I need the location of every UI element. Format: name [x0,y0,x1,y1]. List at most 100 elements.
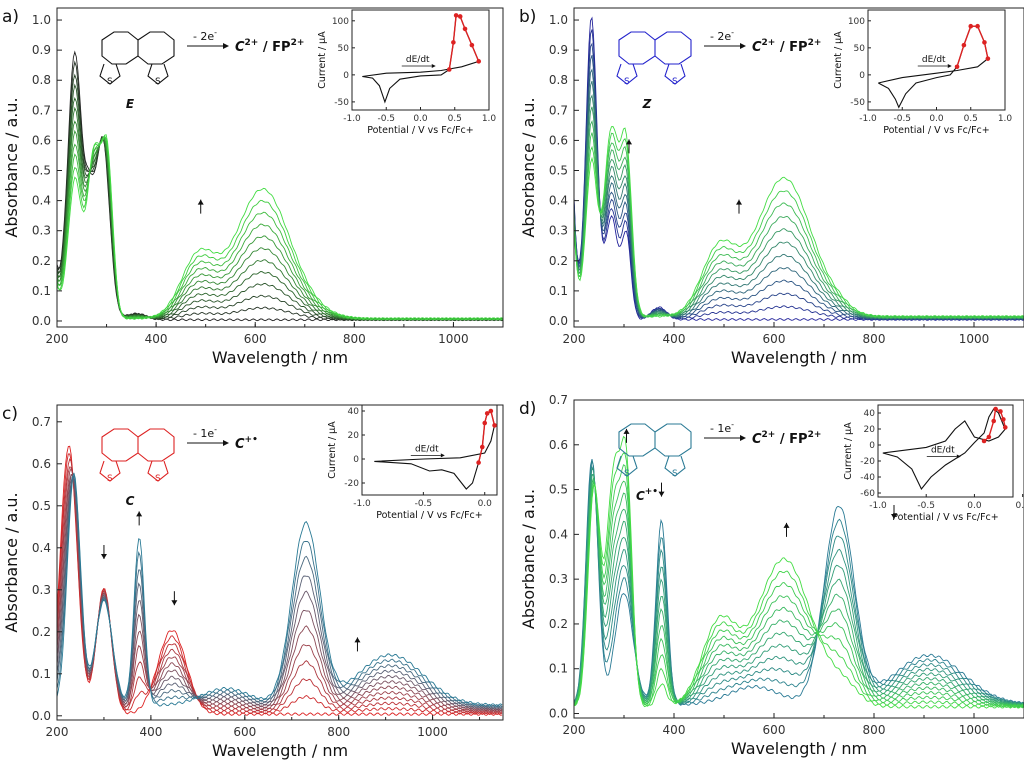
y-tick-label: 0.0 [32,314,51,328]
cv-point [975,23,980,29]
y-tick-label: 0.8 [549,73,568,87]
reaction-arrow-sup: - [214,28,217,37]
molecule-label: Z [642,97,652,111]
inset-x-tick-label: 0.5 [1015,501,1024,511]
cv-point [462,26,468,32]
inset-annotation: dE/dt [415,444,439,454]
inset-y-tick-label: -60 [860,489,875,499]
reaction-arrow-head [740,43,746,49]
inset-frame [867,9,1006,111]
y-tick-label: 0.3 [549,224,568,238]
axes-frame [573,399,1024,719]
spectrum-curve [57,134,503,320]
x-tick-label: 400 [139,725,162,739]
ring [618,423,656,457]
cv-point [985,56,991,61]
x-tick-label: 200 [46,725,69,739]
x-tick-label: 600 [244,332,267,346]
spectrum-curve [57,473,503,712]
spectrum-curve [57,474,503,709]
product2-sup: 2+ [808,430,822,440]
spectrum-curve [574,435,1024,709]
spectrum-curve [574,132,1024,319]
y-tick-label: 0.1 [549,662,568,676]
spectrum-curve [57,129,503,321]
panel-label: b) [519,7,536,27]
ring [101,31,139,65]
y-tick-label: 0.2 [549,617,568,631]
thiophene-ring [147,63,169,85]
inset-x-tick-label: 0.0 [929,114,944,124]
reaction-arrow-label: - 1e- [710,420,734,435]
spectrum-curve [57,472,503,707]
inset-y-label: Current / μA [833,31,844,89]
y-tick-label: 0.7 [549,103,568,117]
trend-arrow-head [197,199,204,205]
x-tick-label: 200 [46,332,69,346]
sulfur-atom: S [107,474,113,484]
inset-x-tick-label: -1.0 [353,499,371,509]
ring [618,31,656,65]
inset-cv-c: -1.0 -0.5 0.0 -20 0 20 40 Potential / V vs Fc/F… [327,404,498,521]
x-tick-label: 1000 [959,332,990,346]
inset-x-tick-label: -0.5 [415,499,433,509]
x-tick-label: 400 [663,332,686,346]
product-sup: 2+ [762,430,776,440]
x-tick-label: 1000 [417,725,448,739]
x-axis-label: Wavelength / nm [731,348,867,367]
inset-x-tick-label: -1.0 [343,114,361,124]
ring [654,31,692,65]
inset-y-tick-label: 40 [348,407,360,417]
reaction-arrow-label: - 2e- [710,28,734,43]
y-tick-label: 0.9 [549,43,568,57]
spectrum-curve [57,466,503,714]
x-axis-label: Wavelength / nm [212,741,348,760]
inset-x-tick-label: 1.0 [998,114,1013,124]
x-tick-label: 200 [563,723,586,737]
inset-x-tick-label: 0.5 [964,114,978,124]
inset-x-tick-label: -1.0 [869,501,887,511]
molecule-label: C [126,494,135,508]
cv-point [954,64,960,70]
spectrum-curve [57,135,503,321]
inset-y-tick-label: 50 [338,44,350,54]
y-tick-label: 0.5 [32,164,51,178]
product-sep: / [775,40,789,55]
spectrum-curve [57,136,503,321]
molecule-label: C+• [636,487,658,503]
axes-frame [56,404,504,721]
thiophene-ring [147,460,169,482]
y-tick-label: 1.0 [32,13,51,27]
y-tick-label: 0.0 [32,709,51,723]
y-tick-label: 0.6 [32,457,51,471]
trend-arrow-head [136,511,143,517]
inset-annotation-arrow-head [956,454,961,459]
inset-x-tick-label: 0.0 [478,499,493,509]
inset-y-tick-label: 100 [332,17,349,27]
y-tick-label: 0.3 [32,224,51,238]
cv-point [981,438,987,444]
cv-point [1001,417,1006,422]
y-tick-label: 0.4 [32,194,51,208]
y-tick-label: 0.2 [32,625,51,639]
inset-x-tick-label: 1.0 [482,114,497,124]
x-axis-label: Wavelength / nm [731,739,867,758]
product-sep: / [258,40,272,55]
inset-frame [351,9,490,111]
inset-cv-d: -1.0 -0.5 0.0 0.5 -60 -40 -20 0 20 40 Potential / … [843,404,1024,523]
inset-x-label: Potential / V vs Fc/Fc+ [883,125,990,136]
spectra-b [574,16,1024,321]
cv-point [991,418,997,424]
spectrum-curve [574,106,1024,319]
x-tick-label: 800 [343,332,366,346]
product-label: C2+ / FP2+ [235,38,304,55]
cv-point [453,13,459,18]
spectrum-curve [57,106,503,321]
product2-name: FP [789,432,807,447]
cv-point [961,42,967,48]
y-tick-label: 0.6 [549,133,568,147]
cv-point [476,460,481,465]
y-tick-label: 0.5 [549,483,568,497]
product-label: C+• [235,435,258,452]
